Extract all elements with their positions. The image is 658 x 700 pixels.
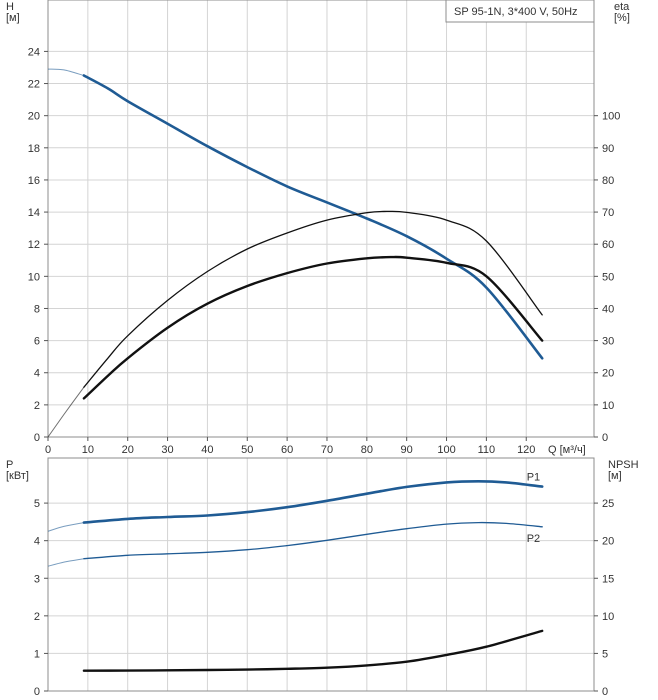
bottom-y-left-tick-0: 0: [34, 686, 40, 698]
top-y-left-tick-11: 22: [28, 79, 40, 91]
top-y-left-tick-5: 10: [28, 271, 40, 283]
top-series-1: [83, 210, 543, 388]
bottom-y-left-tick-2: 2: [34, 611, 40, 623]
top-x-tick-label-3: 30: [161, 444, 173, 456]
top-y-left-tick-6: 12: [28, 239, 40, 251]
bottom-y-right-axis-title: NPSH [м]: [608, 459, 639, 482]
top-x-tick-label-12: 120: [517, 444, 535, 456]
top-x-tick-label-11: 110: [478, 444, 496, 456]
bottom-y-left-tick-labels: 0 1 2 3 4 5: [34, 498, 48, 698]
bottom-lead-0: [47, 522, 85, 532]
top-y-left-tick-0: 0: [34, 432, 40, 444]
top-y-left-tick-9: 18: [28, 143, 40, 155]
bottom-y-right-tick-3: 15: [602, 573, 614, 585]
bottom-y-right-tick-1: 5: [602, 648, 608, 660]
top-y-left-tick-1: 2: [34, 400, 40, 412]
bottom-y-left-axis-title: P [кВт]: [6, 459, 29, 482]
top-y-left-tick-4: 8: [34, 303, 40, 315]
top-y-right-tick-8: 80: [602, 175, 614, 187]
legend-box-text: SP 95-1N, 3*400 V, 50Hz: [454, 6, 578, 18]
top-x-tick-label-2: 20: [122, 444, 134, 456]
bottom-plot-frame: [47, 457, 595, 692]
bottom-y-left-tick-3: 3: [34, 573, 40, 585]
series-label-p1: P1: [527, 472, 540, 484]
top-y-left-tick-10: 20: [28, 111, 40, 123]
top-y-right-tick-4: 40: [602, 303, 614, 315]
bottom-y-left-tick-4: 4: [34, 536, 40, 548]
top-x-tick-label-9: 90: [401, 444, 413, 456]
top-y-right-tick-9: 90: [602, 143, 614, 155]
bottom-y-right-tick-2: 10: [602, 611, 614, 623]
bottom-series-2: [82, 629, 544, 672]
top-y-right-tick-10: 100: [602, 111, 620, 123]
top-y-left-tick-12: 24: [28, 46, 40, 58]
top-plot-frame: [47, 0, 595, 438]
top-x-axis-label: Q [м³/ч]: [548, 444, 586, 456]
top-y-right-tick-7: 70: [602, 207, 614, 219]
axis-titles: H [м] eta [%] P [кВт] NPSH [м]: [6, 1, 639, 482]
top-y-left-tick-8: 16: [28, 175, 40, 187]
top-x-tick-label-6: 60: [281, 444, 293, 456]
bottom-series-0: [82, 480, 544, 524]
top-lead-0: [47, 68, 85, 76]
top-x-tick-label-8: 80: [361, 444, 373, 456]
top-y-right-tick-1: 10: [602, 400, 614, 412]
top-x-tick-label-7: 70: [321, 444, 333, 456]
bottom-y-left-tick-5: 5: [34, 498, 40, 510]
top-curves: [47, 68, 544, 438]
top-x-tick-labels: 0 10 20 30 40 50 60 70 80 90 100 110 120: [45, 437, 535, 456]
top-y-right-tick-3: 30: [602, 336, 614, 348]
series-label-p2: P2: [527, 533, 540, 545]
bottom-curves: [47, 480, 544, 672]
top-y-right-axis-title: eta [%]: [614, 1, 630, 24]
top-x-tick-label-10: 100: [437, 444, 455, 456]
top-grid: [48, 0, 594, 437]
top-y-left-tick-2: 4: [34, 368, 40, 380]
bottom-series-1: [83, 521, 543, 560]
top-x-tick-label-5: 50: [241, 444, 253, 456]
bottom-y-right-tick-labels: 0 5 10 15 20 25: [594, 498, 614, 698]
top-y-right-tick-2: 20: [602, 368, 614, 380]
legend-box: [445, 0, 595, 23]
top-y-right-tick-6: 60: [602, 239, 614, 251]
top-series-2: [82, 255, 544, 400]
top-x-tick-label-4: 40: [201, 444, 213, 456]
bottom-grid: [48, 458, 594, 691]
top-lead-1: [47, 386, 85, 438]
top-x-tick-label-1: 10: [82, 444, 94, 456]
top-y-right-tick-0: 0: [602, 432, 608, 444]
bottom-y-left-tick-1: 1: [34, 648, 40, 660]
top-y-right-tick-labels: 0 10 20 30 40 50 60 70 80 90 100: [594, 111, 620, 444]
bottom-lead-1: [47, 558, 84, 567]
bottom-y-right-tick-5: 25: [602, 498, 614, 510]
top-y-left-tick-3: 6: [34, 336, 40, 348]
top-y-left-tick-7: 14: [28, 207, 40, 219]
top-series-0: [82, 74, 544, 360]
top-y-left-axis-title: H [м]: [6, 1, 20, 24]
top-y-right-tick-5: 50: [602, 271, 614, 283]
bottom-y-right-tick-4: 20: [602, 536, 614, 548]
bottom-y-right-tick-0: 0: [602, 686, 608, 698]
top-x-tick-label-0: 0: [45, 444, 51, 456]
